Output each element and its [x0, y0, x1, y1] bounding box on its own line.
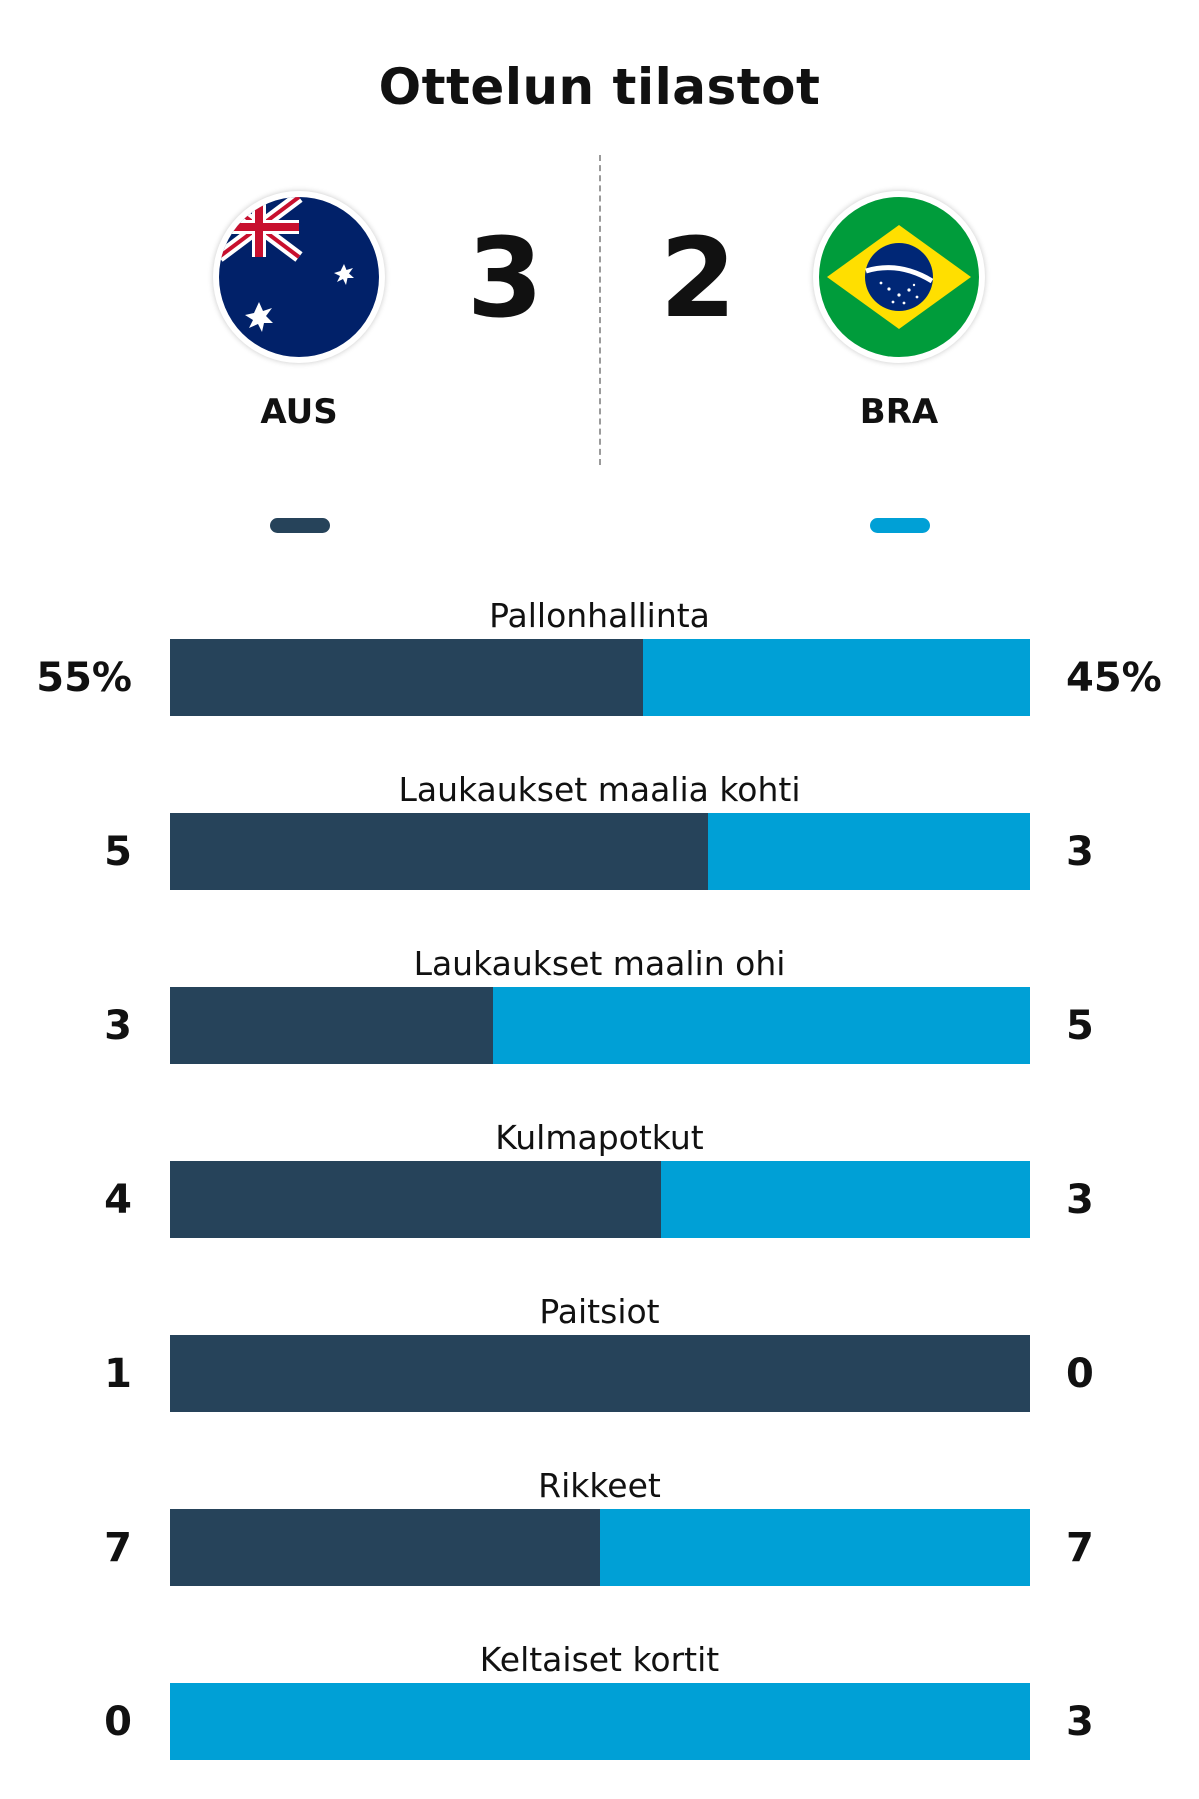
home-bar-segment [170, 639, 643, 716]
home-stat-value: 1 [104, 1351, 132, 1397]
page-title: Ottelun tilastot [378, 58, 821, 116]
away-bar-segment [707, 813, 1030, 890]
stat-bar [170, 1161, 1030, 1238]
stat-row: Laukaukset maalia kohti 5 3 [0, 770, 1199, 920]
away-stat-value: 3 [1066, 1699, 1094, 1745]
stat-label: Paitsiot [539, 1292, 660, 1331]
home-stat-value: 0 [104, 1699, 132, 1745]
stat-row: Keltaiset kortit 0 3 [0, 1640, 1199, 1790]
away-bar-segment [492, 987, 1030, 1064]
away-score: 2 [659, 214, 737, 342]
away-team-abbr: BRA [859, 392, 939, 432]
stat-bar [170, 1335, 1030, 1412]
away-bar-segment [643, 639, 1030, 716]
away-bar-segment [600, 1509, 1030, 1586]
home-stat-value: 3 [104, 1003, 132, 1049]
home-score: 3 [466, 214, 544, 342]
stat-row: Laukaukset maalin ohi 3 5 [0, 944, 1199, 1094]
away-stat-value: 3 [1066, 829, 1094, 875]
home-bar-segment [170, 1335, 1030, 1412]
stat-row: Pallonhallinta 55% 45% [0, 596, 1199, 746]
home-color-indicator [270, 518, 330, 533]
stat-bar [170, 813, 1030, 890]
away-color-indicator [870, 518, 930, 533]
home-bar-segment [170, 1509, 600, 1586]
away-stat-value: 7 [1066, 1525, 1094, 1571]
stat-row: Kulmapotkut 4 3 [0, 1118, 1199, 1268]
home-stat-value: 5 [104, 829, 132, 875]
brazil-flag-icon [813, 191, 985, 363]
stat-label: Kulmapotkut [495, 1118, 704, 1157]
stat-row: Rikkeet 7 7 [0, 1466, 1199, 1616]
score-divider [599, 155, 601, 465]
stat-bar [170, 1509, 1030, 1586]
home-stat-value: 4 [104, 1177, 132, 1223]
stat-label: Keltaiset kortit [479, 1640, 720, 1679]
away-bar-segment [661, 1161, 1030, 1238]
stat-label: Pallonhallinta [489, 596, 710, 635]
away-stat-value: 45% [1066, 655, 1162, 701]
home-stat-value: 7 [104, 1525, 132, 1571]
stat-label: Rikkeet [538, 1466, 661, 1505]
home-team-abbr: AUS [260, 392, 338, 432]
stat-label: Laukaukset maalia kohti [398, 770, 801, 809]
away-stat-value: 5 [1066, 1003, 1094, 1049]
stat-label: Laukaukset maalin ohi [413, 944, 786, 983]
stat-bar [170, 987, 1030, 1064]
away-stat-value: 3 [1066, 1177, 1094, 1223]
home-bar-segment [170, 987, 493, 1064]
home-stat-value: 55% [36, 655, 132, 701]
stat-row: Paitsiot 1 0 [0, 1292, 1199, 1442]
stat-bar [170, 1683, 1030, 1760]
away-stat-value: 0 [1066, 1351, 1094, 1397]
stat-bar [170, 639, 1030, 716]
away-bar-segment [170, 1683, 1030, 1760]
australia-flag-icon [213, 191, 385, 363]
home-bar-segment [170, 1161, 662, 1238]
home-bar-segment [170, 813, 708, 890]
